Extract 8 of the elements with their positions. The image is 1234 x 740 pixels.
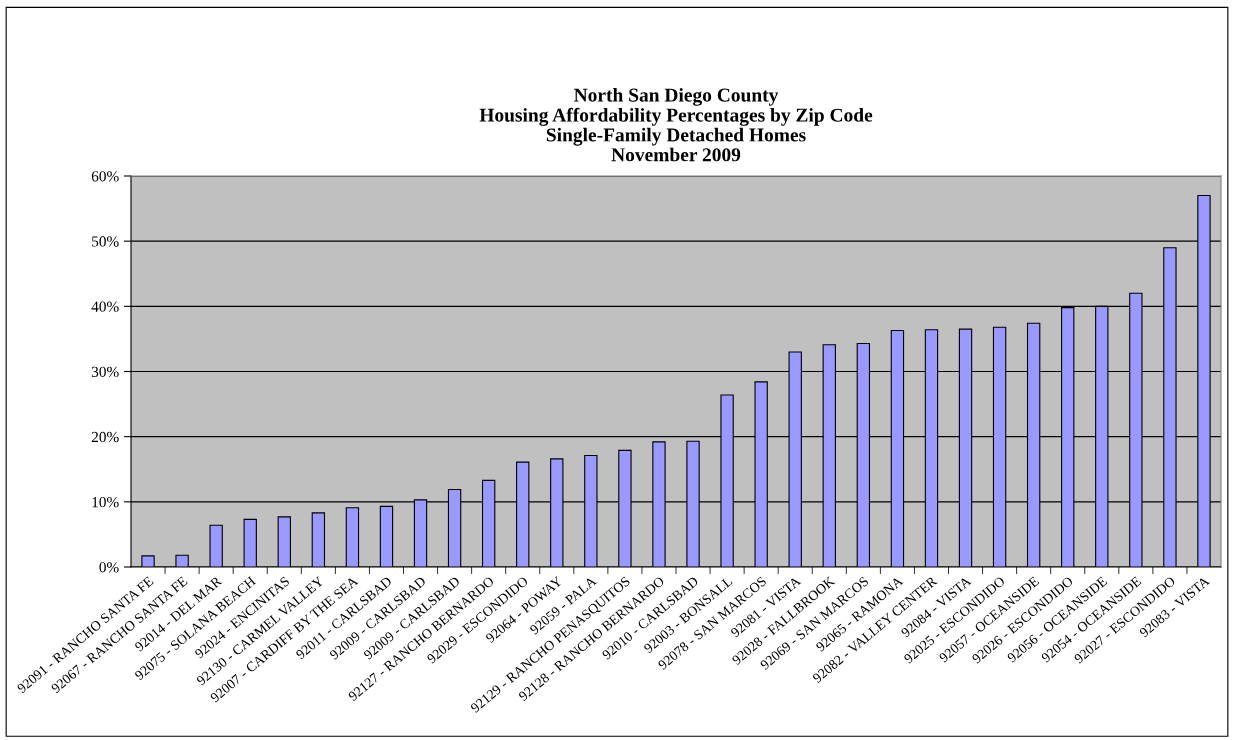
y-tick-label: 20% xyxy=(91,431,119,443)
y-tick-label: 30% xyxy=(91,366,119,377)
y-tick-label: 50% xyxy=(92,236,119,247)
y-tick-label: 10% xyxy=(92,496,119,508)
y-tick-label: 40% xyxy=(91,301,119,312)
chart-title: North San Diego County Housing Affordability Percentages by Zip Code Single-Family Detached Homes November 2009 xyxy=(479,88,873,162)
y-tick-label: 0% xyxy=(99,562,119,573)
y-tick-label: 60% xyxy=(91,171,119,182)
